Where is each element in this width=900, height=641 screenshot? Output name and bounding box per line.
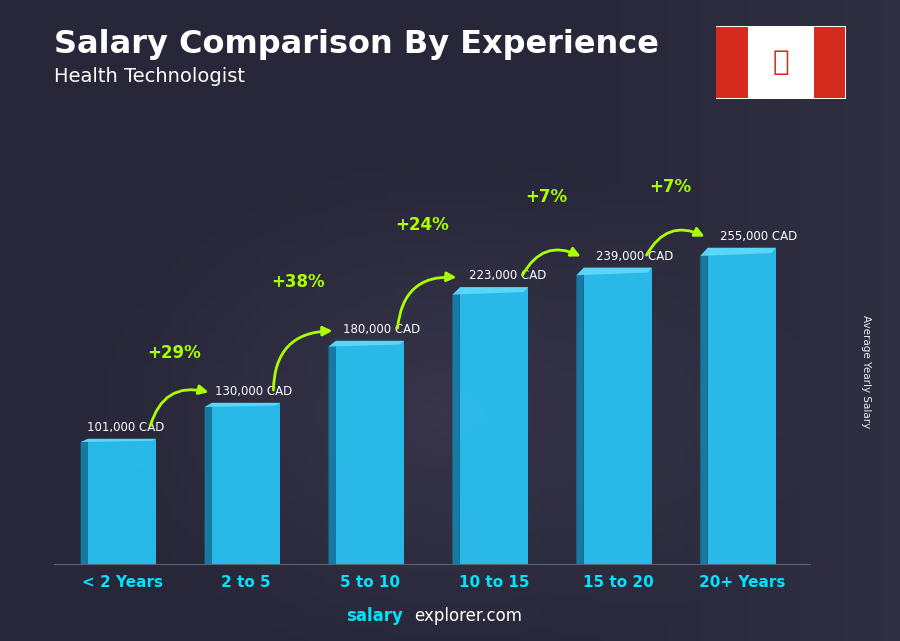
Bar [814,28,845,97]
Polygon shape [453,287,460,564]
Text: Average Yearly Salary: Average Yearly Salary [860,315,871,428]
Text: +7%: +7% [525,188,567,206]
Bar [460,287,528,564]
Bar [212,403,280,564]
Text: 🍁: 🍁 [772,48,789,76]
Bar [336,341,404,564]
Polygon shape [453,287,528,295]
Text: 101,000 CAD: 101,000 CAD [87,420,165,434]
Polygon shape [576,267,652,275]
Text: 255,000 CAD: 255,000 CAD [719,229,796,243]
Text: Health Technologist: Health Technologist [54,67,245,87]
Text: Salary Comparison By Experience: Salary Comparison By Experience [54,29,659,60]
FancyBboxPatch shape [713,24,849,101]
Bar [707,247,776,564]
Text: 130,000 CAD: 130,000 CAD [215,385,292,398]
Polygon shape [81,439,157,442]
Polygon shape [576,267,584,564]
Polygon shape [81,439,88,564]
Text: 239,000 CAD: 239,000 CAD [596,249,673,263]
Bar [716,28,748,97]
Polygon shape [700,247,707,564]
Text: +7%: +7% [649,178,691,196]
Polygon shape [204,403,280,407]
Text: 223,000 CAD: 223,000 CAD [469,269,546,283]
Bar [584,267,652,564]
Polygon shape [204,403,212,564]
Text: +38%: +38% [271,273,325,291]
Text: explorer.com: explorer.com [414,607,522,625]
Polygon shape [328,341,336,564]
Text: 180,000 CAD: 180,000 CAD [343,323,420,336]
Text: +29%: +29% [148,344,201,362]
Polygon shape [700,247,776,256]
Text: +24%: +24% [395,216,449,234]
Text: salary: salary [346,607,403,625]
Polygon shape [328,341,404,347]
Bar [88,439,157,564]
